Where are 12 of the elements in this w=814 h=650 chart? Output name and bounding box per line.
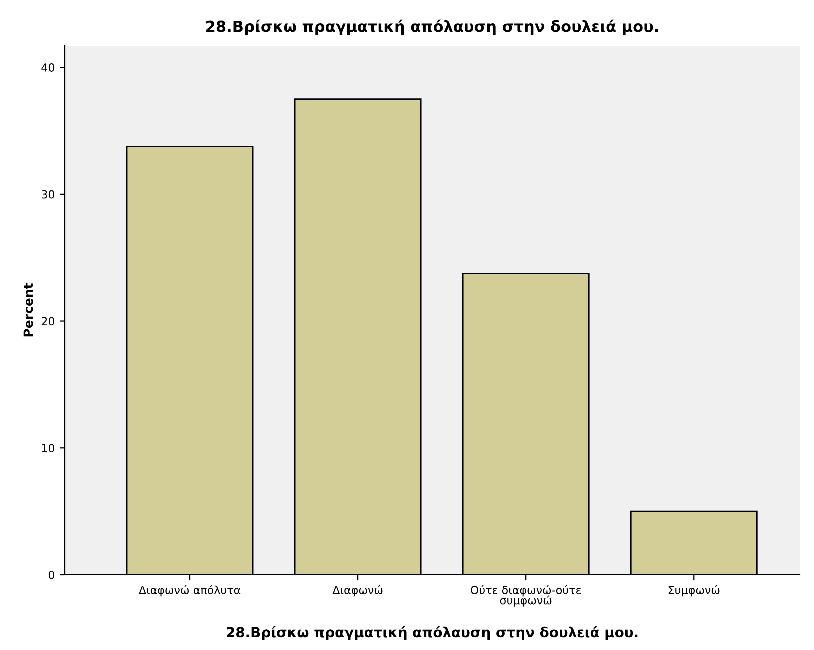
y-tick-label: 30 [42, 190, 55, 199]
chart-title: 28.Βρίσκω πραγματική απόλαυση στην δουλειά μου. [206, 20, 658, 36]
x-tick-label: Διαφωνώ απόλυτα [139, 585, 241, 597]
y-tick-label: 0 [48, 570, 55, 580]
x-axis-title: 28.Βρίσκω πραγματική απόλαυση στην δουλειά μου. [227, 626, 638, 640]
y-tick-label: 10 [42, 444, 55, 453]
x-tick-label: Διαφωνώ [332, 585, 383, 597]
y-tick-label: 40 [42, 64, 55, 72]
x-tick-label: Συμφωνώ [668, 585, 720, 597]
y-axis-title: Percent [24, 284, 34, 337]
y-tick-label: 20 [42, 317, 55, 326]
x-tick-label: Ούτε διαφωνώ-ούτε συμφωνώ [471, 585, 582, 607]
